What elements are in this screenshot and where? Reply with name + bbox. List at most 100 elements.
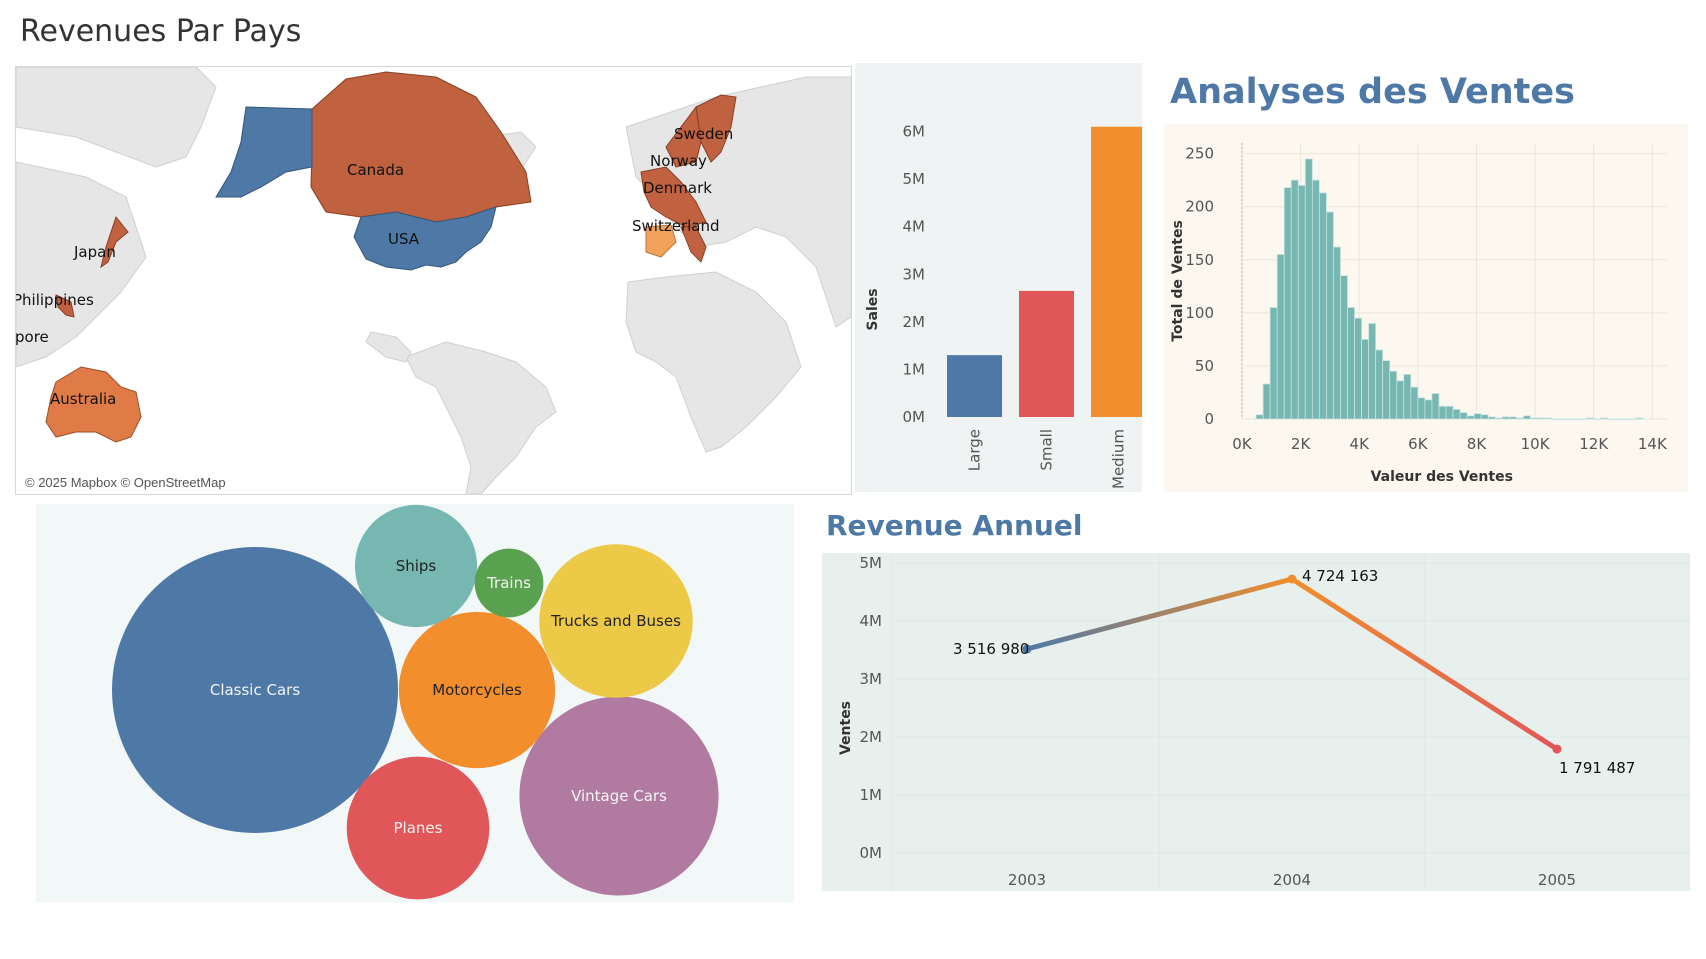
hist-ytick-label: 150 — [1185, 251, 1214, 269]
hist-bar — [1290, 179, 1299, 420]
hist-bar — [1431, 393, 1440, 420]
hist-bar — [1572, 418, 1581, 420]
country-usa[interactable] — [353, 206, 497, 271]
hist-bar — [1382, 360, 1391, 420]
hist-bar — [1522, 415, 1531, 420]
country-europe-group[interactable] — [640, 166, 707, 228]
hist-bar — [1628, 418, 1637, 420]
line-ytick-label: 5M — [860, 554, 883, 572]
hist-xtick-label: 0K — [1232, 435, 1253, 453]
hist-bar — [1480, 414, 1489, 420]
bar-medium — [1091, 126, 1146, 418]
bubble-motorcycles — [398, 611, 556, 769]
bubble-label: Trains — [486, 574, 531, 592]
hist-bar — [1473, 413, 1482, 420]
map-label-philippines: Philippines — [15, 291, 94, 309]
line-point — [1022, 644, 1032, 654]
hist-xtick-label: 6K — [1408, 435, 1429, 453]
hist-bar — [1635, 417, 1644, 420]
bar-large — [947, 355, 1002, 417]
line-data-label: 1 791 487 — [1559, 759, 1635, 777]
hist-bar — [1403, 374, 1412, 420]
bubble-planes — [346, 756, 490, 900]
hist-xtick-label: 10K — [1521, 435, 1551, 453]
hist-bar — [1297, 185, 1306, 420]
hist-bar — [1354, 317, 1362, 420]
bar-ytick-label: 4M — [903, 218, 926, 236]
bubble-label: Ships — [396, 557, 437, 575]
country-norway[interactable] — [665, 105, 702, 168]
hist-ytick-label: 100 — [1185, 304, 1214, 322]
line-point — [1287, 574, 1297, 584]
hist-bar — [1347, 307, 1355, 420]
bubble-classic-cars — [112, 547, 398, 833]
sales-histogram: 0 50 100 150 200 250 0K 2K 4K 6K 8K 10K 12K 14K Valeur… — [1164, 124, 1688, 492]
hist-bar — [1494, 417, 1503, 420]
hist-bar — [1551, 418, 1559, 420]
hist-bar — [1276, 254, 1285, 420]
hist-bar — [1283, 187, 1292, 420]
hist-bar — [1304, 158, 1313, 420]
annual-revenue-line-chart: 0M 1M 2M 3M 4M 5M 3 516 980 2003 4 724 163 2004 1 … — [822, 553, 1691, 891]
hist-y-axis-title: Total de Ventes — [1170, 220, 1186, 342]
bar-ytick-label: 3M — [903, 265, 926, 283]
hist-bar — [1361, 338, 1370, 420]
country-japan[interactable] — [100, 215, 129, 269]
line-data-label: 3 516 980 — [953, 640, 1029, 658]
bubble-label: Classic Cars — [210, 681, 300, 699]
country-italy[interactable] — [680, 226, 707, 263]
bar-small — [1019, 290, 1074, 417]
line-point — [1552, 744, 1562, 754]
map-label-switzerland: Switzerland — [632, 217, 720, 235]
background-landmass — [16, 67, 851, 494]
map-label-usa: USA — [388, 230, 420, 248]
country-philippines[interactable] — [55, 294, 75, 318]
bar-category-label: Small — [1038, 429, 1056, 471]
map-label-australia: Australia — [50, 390, 117, 408]
country-switzerland-spain[interactable] — [645, 224, 677, 258]
bubble-trucks-and-buses — [539, 544, 693, 698]
hist-bar — [1565, 418, 1574, 420]
line-xtick-label: 2003 — [1008, 871, 1046, 889]
hist-bar — [1326, 211, 1334, 420]
hist-ytick-label: 0 — [1204, 410, 1214, 428]
hist-bar — [1424, 399, 1433, 420]
hist-bar — [1375, 349, 1384, 420]
map-label-singapore: pore — [15, 328, 49, 346]
bar-category-label: Medium — [1110, 429, 1128, 489]
line-data-label: 4 724 163 — [1302, 567, 1378, 585]
revenue-map[interactable]: Canada USA Japan Philippines pore Austra… — [15, 66, 852, 495]
bubble-trains — [474, 548, 544, 618]
product-line-bubble-chart: Classic Cars Vintage Cars Motorcycles Truck… — [36, 504, 794, 902]
annual-revenue-line-svg: 0M 1M 2M 3M 4M 5M 3 516 980 2003 4 724 163 2004 1 … — [838, 553, 1691, 891]
hist-bar — [1389, 370, 1398, 420]
map-label-canada: Canada — [347, 161, 405, 179]
country-sweden[interactable] — [695, 94, 737, 163]
hist-bar — [1318, 192, 1327, 420]
bubble-label: Vintage Cars — [571, 787, 667, 805]
hist-bar — [1515, 417, 1524, 420]
map-label-denmark: Denmark — [643, 179, 712, 197]
deal-size-bar-svg: 0M 1M 2M 3M 4M 5M 6M Sales Large Small Medium — [865, 123, 1146, 489]
bubble-label: Planes — [394, 819, 443, 837]
hist-bar — [1438, 405, 1447, 420]
bar-ytick-label: 5M — [903, 170, 926, 188]
map-attribution: © 2025 Mapbox © OpenStreetMap — [25, 475, 226, 490]
sales-histogram-svg: 0 50 100 150 200 250 0K 2K 4K 6K 8K 10K 12K 14K Valeur… — [1170, 143, 1668, 485]
hist-bar — [1487, 416, 1496, 420]
hist-bar — [1501, 416, 1510, 420]
hist-bar — [1544, 417, 1552, 420]
country-usa-alaska[interactable] — [215, 106, 313, 198]
country-australia[interactable] — [45, 366, 142, 443]
hist-xtick-label: 8K — [1467, 435, 1488, 453]
deal-size-bar-chart: 0M 1M 2M 3M 4M 5M 6M Sales Large Small Medium — [855, 63, 1146, 492]
hist-bar — [1255, 414, 1264, 420]
hist-bar — [1262, 383, 1271, 420]
hist-ytick-label: 50 — [1195, 357, 1214, 375]
hist-bar — [1607, 418, 1616, 420]
line-ytick-label: 1M — [860, 786, 883, 804]
bar-ytick-label: 2M — [903, 313, 926, 331]
hist-bar — [1593, 418, 1602, 420]
hist-bar — [1530, 417, 1538, 420]
hist-bar — [1311, 179, 1320, 420]
